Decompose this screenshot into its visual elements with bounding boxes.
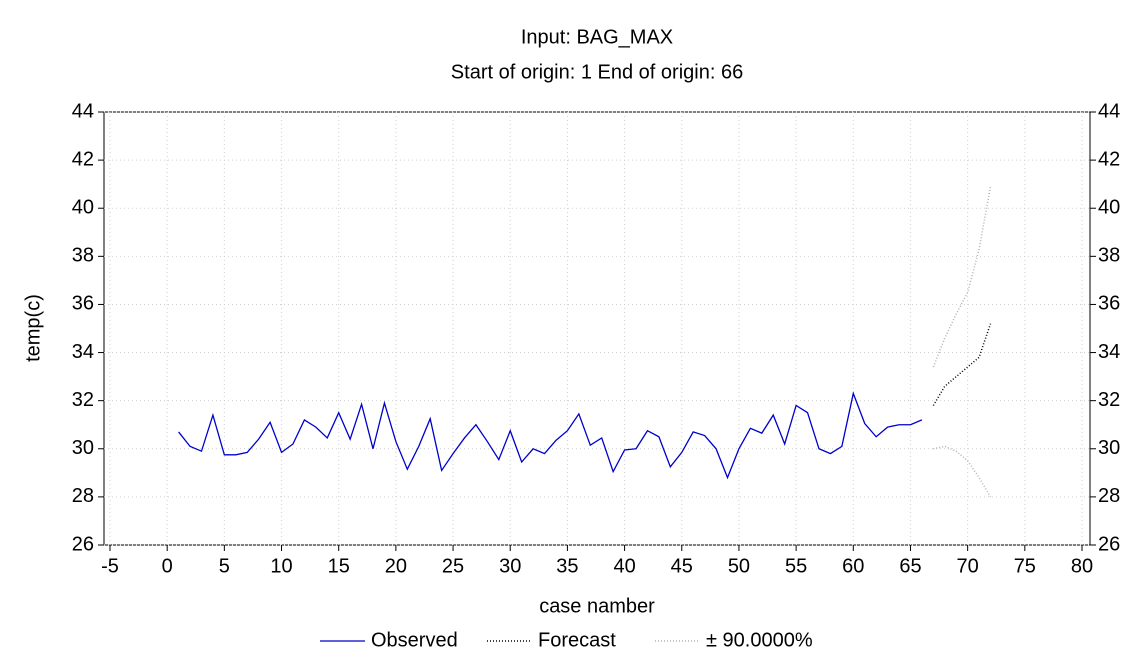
x-tick-label: 30	[499, 555, 521, 577]
legend-label: Forecast	[538, 629, 616, 651]
y2-tick-label: 42	[1098, 148, 1120, 170]
x-tick-label: 35	[556, 555, 578, 577]
series-line	[933, 445, 992, 498]
legend-label: Observed	[371, 629, 458, 651]
x-tick-label: 25	[442, 555, 464, 577]
plot-frame	[103, 111, 1091, 546]
x-tick-label: 55	[785, 555, 807, 577]
y2-tick-label: 32	[1098, 389, 1120, 411]
x-tick-label: 65	[899, 555, 921, 577]
series-line	[178, 391, 923, 480]
x-tick-label: 5	[219, 555, 230, 577]
y-tick-label: 26	[72, 533, 94, 555]
y2-tick-label: 36	[1098, 293, 1120, 315]
y2-tick-label: 40	[1098, 197, 1120, 219]
y2-tick-label: 26	[1098, 533, 1120, 555]
y2-tick-label: 34	[1098, 341, 1120, 363]
x-tick-label: 80	[1071, 555, 1093, 577]
x-tick-label: 10	[270, 555, 292, 577]
y-tick-label: 42	[72, 148, 94, 170]
y2-tick-label: 30	[1098, 437, 1120, 459]
x-tick-label: 45	[671, 555, 693, 577]
y-tick-label: 40	[72, 197, 94, 219]
x-tick-label: 75	[1014, 555, 1036, 577]
y-tick-label: 38	[72, 245, 94, 267]
y2-tick-label: 28	[1098, 485, 1120, 507]
y-tick-label: 44	[72, 100, 94, 122]
y-tick-label: 34	[72, 341, 94, 363]
series-line	[932, 323, 992, 406]
x-tick-label: 70	[957, 555, 979, 577]
y-tick-label: 30	[72, 437, 94, 459]
x-axis-label: case namber	[539, 595, 655, 617]
chart-title: Input: BAG_MAX	[521, 26, 673, 48]
x-tick-label: -5	[101, 555, 119, 577]
y-tick-label: 32	[72, 389, 94, 411]
y-axis-label: temp(c)	[22, 294, 44, 362]
y-tick-label: 36	[72, 293, 94, 315]
x-tick-label: 20	[385, 555, 407, 577]
y2-tick-label: 44	[1098, 100, 1120, 122]
chart-subtitle: Start of origin: 1 End of origin: 66	[451, 61, 743, 83]
x-tick-label: 40	[613, 555, 635, 577]
x-tick-label: 15	[328, 555, 350, 577]
x-tick-label: 60	[842, 555, 864, 577]
x-tick-label: 0	[162, 555, 173, 577]
x-tick-label: 50	[728, 555, 750, 577]
series-line	[932, 186, 992, 368]
y-tick-label: 28	[72, 485, 94, 507]
legend-label: ± 90.0000%	[706, 629, 813, 651]
y2-tick-label: 38	[1098, 245, 1120, 267]
